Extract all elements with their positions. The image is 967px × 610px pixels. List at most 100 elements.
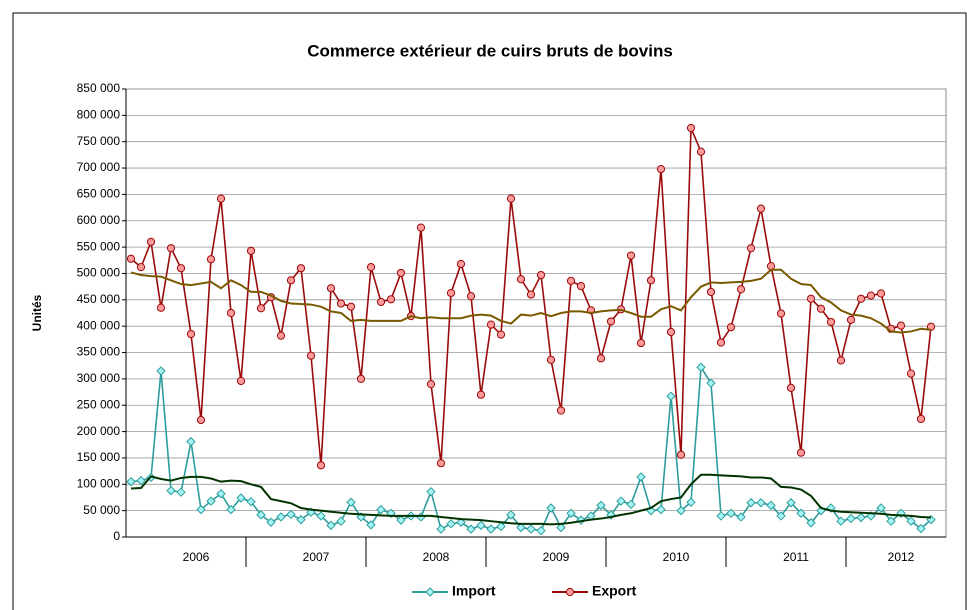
point [566, 276, 576, 285]
point [286, 509, 296, 520]
point [456, 517, 466, 527]
point [806, 518, 816, 528]
point [476, 520, 486, 531]
point [626, 251, 636, 260]
point [926, 322, 936, 331]
point [296, 264, 306, 273]
legend-marker [565, 587, 575, 597]
point [876, 503, 886, 513]
y-tick-label: 300 000 [77, 371, 121, 385]
point [636, 472, 646, 482]
point [516, 522, 526, 533]
point [286, 276, 296, 285]
point [506, 510, 516, 520]
point [336, 299, 346, 308]
legend-marker [425, 587, 435, 597]
point [876, 289, 886, 298]
point [166, 244, 176, 253]
point [526, 524, 536, 534]
trend-line [130, 268, 932, 334]
point [306, 507, 316, 517]
point [246, 496, 256, 507]
y-tick-label: 700 000 [77, 160, 121, 174]
point [736, 285, 746, 294]
point [836, 516, 846, 526]
point [906, 516, 916, 526]
y-tick-label: 550 000 [77, 239, 121, 253]
point [596, 354, 606, 363]
point [556, 406, 566, 415]
point [676, 505, 686, 516]
point [366, 520, 376, 530]
point [416, 223, 426, 232]
point [236, 493, 246, 503]
point [736, 512, 746, 522]
point [746, 498, 756, 508]
point [786, 383, 796, 392]
point [676, 450, 686, 459]
point [206, 255, 216, 264]
point [776, 309, 786, 318]
point [866, 291, 876, 300]
x-tick-label: 2006 [183, 550, 210, 564]
x-tick-label: 2007 [303, 550, 330, 564]
y-tick-label: 600 000 [77, 213, 121, 227]
x-tick-label: 2012 [888, 550, 915, 564]
point [536, 270, 546, 280]
point [546, 503, 556, 513]
point [176, 487, 186, 497]
point [756, 498, 766, 508]
point [706, 287, 716, 297]
point [796, 448, 806, 457]
point [826, 503, 836, 513]
y-tick-label: 150 000 [77, 450, 121, 464]
point [666, 327, 676, 337]
point [136, 475, 146, 486]
point [336, 516, 346, 526]
point [216, 489, 226, 499]
point [616, 496, 626, 506]
y-tick-label: 250 000 [77, 397, 121, 411]
point [186, 436, 196, 447]
point [476, 390, 486, 399]
point [646, 276, 656, 285]
legend-label: Export [592, 583, 637, 599]
point [176, 264, 186, 273]
point [486, 320, 496, 329]
y-axis-label: Unités [30, 294, 44, 331]
legend-label: Import [452, 583, 496, 599]
point [326, 284, 336, 293]
x-tick-label: 2011 [783, 550, 809, 564]
point [806, 294, 816, 303]
point [656, 504, 666, 515]
point [766, 261, 776, 271]
point [916, 523, 926, 534]
point [516, 275, 526, 284]
point [376, 297, 386, 307]
y-tick-label: 350 000 [77, 345, 121, 359]
point [526, 290, 536, 299]
point [846, 513, 856, 524]
point [426, 486, 436, 497]
point [756, 204, 766, 213]
point [566, 508, 576, 518]
point [666, 391, 676, 401]
point [126, 254, 136, 263]
point [626, 499, 636, 510]
point [696, 147, 706, 156]
point [206, 496, 216, 506]
point [436, 459, 446, 468]
point [396, 268, 406, 278]
point [316, 511, 326, 521]
plot-area [125, 88, 947, 538]
point [686, 497, 696, 507]
point [496, 521, 506, 532]
point [606, 510, 616, 520]
y-tick-label: 0 [113, 529, 120, 543]
y-tick-label: 50 000 [83, 503, 120, 517]
y-tick-label: 750 000 [77, 134, 121, 148]
point [726, 323, 736, 332]
point [446, 288, 456, 298]
point [196, 415, 206, 425]
point [716, 511, 726, 521]
